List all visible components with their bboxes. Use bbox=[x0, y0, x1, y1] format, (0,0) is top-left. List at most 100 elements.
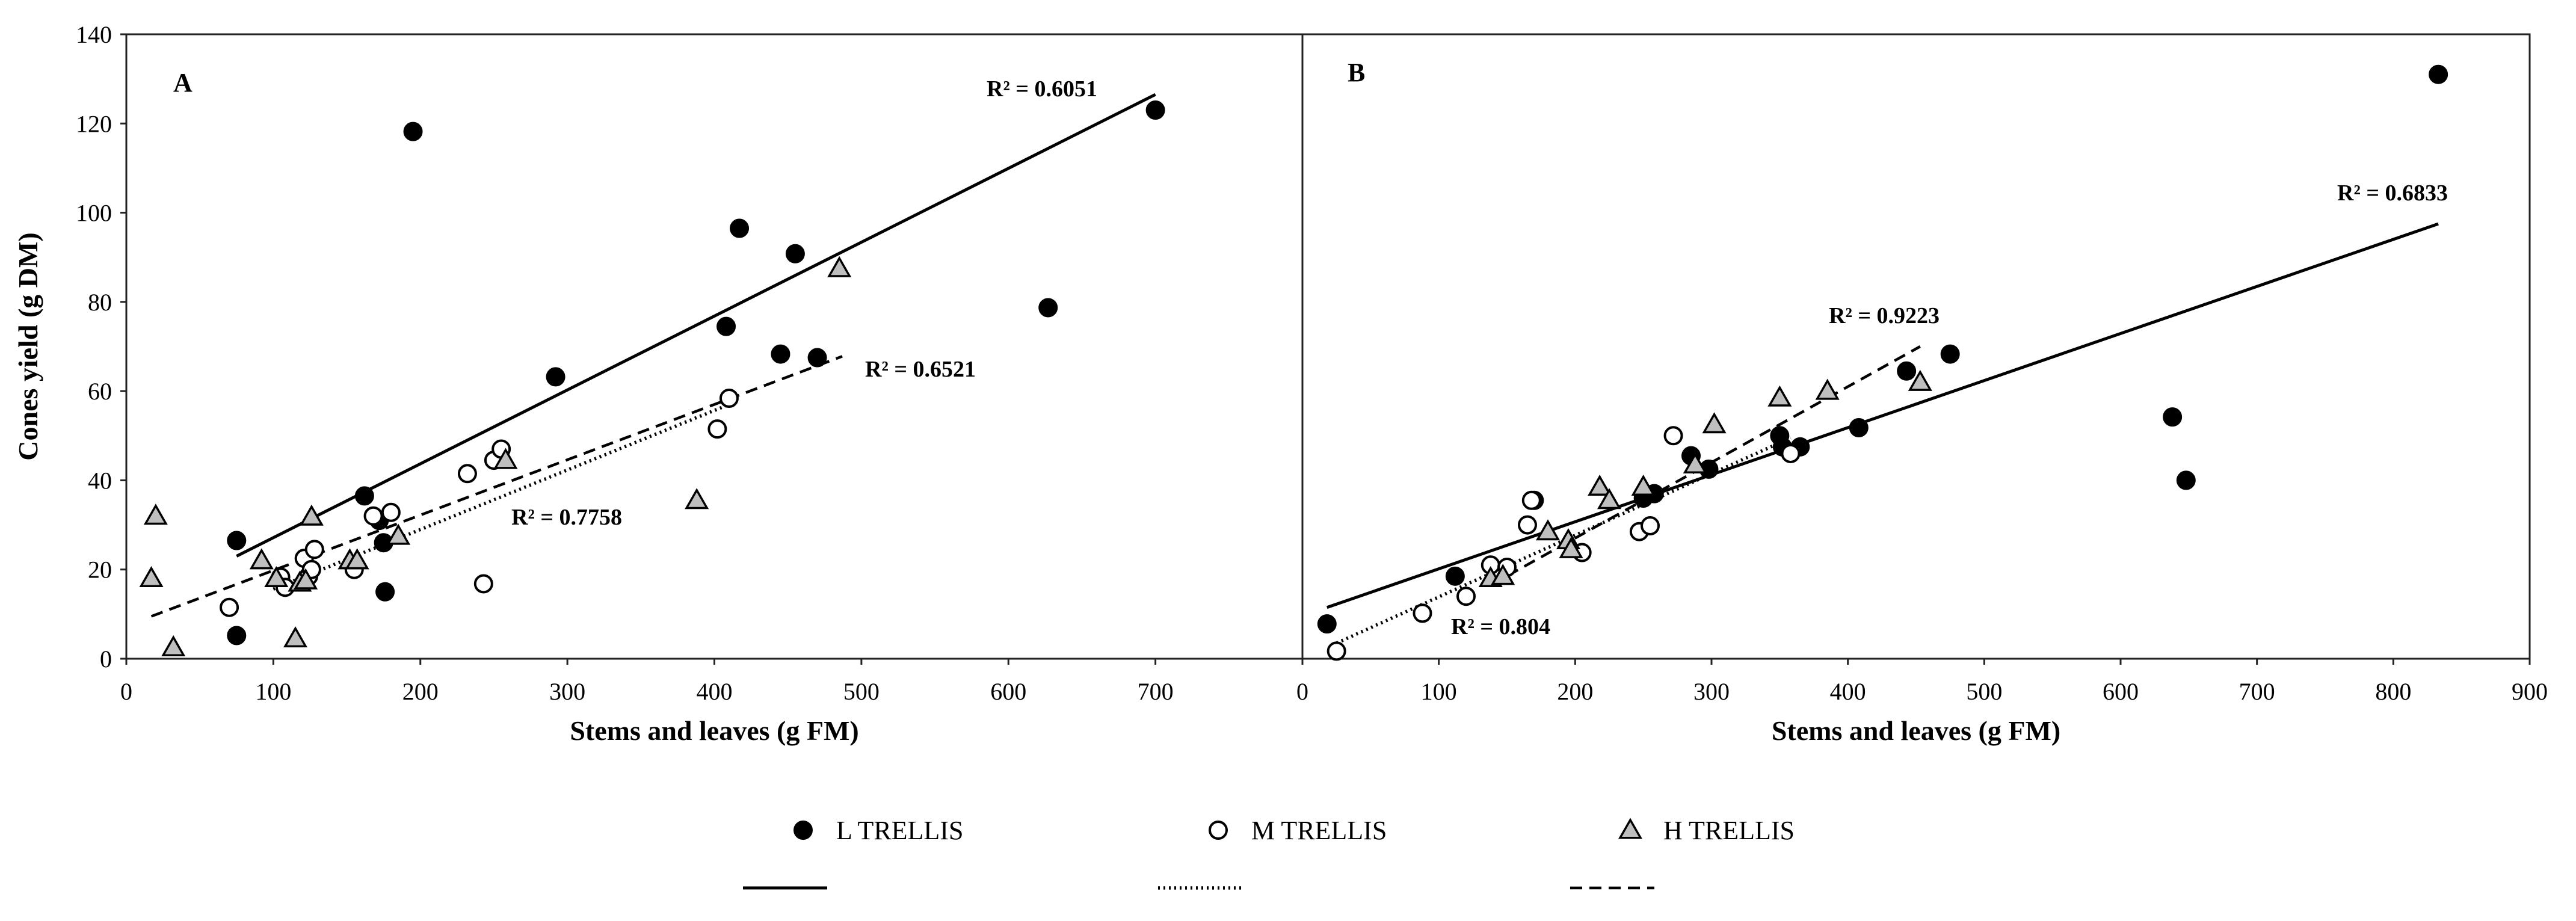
panel-B-point-triangle bbox=[1588, 475, 1612, 496]
panel-A-point-triangle bbox=[294, 568, 318, 590]
panel-B-x-tick-label: 100 bbox=[1421, 678, 1457, 705]
panel-A-point-open-circle bbox=[473, 574, 493, 594]
legend-marker-triangle bbox=[1618, 818, 1643, 839]
panel-A-point-triangle bbox=[264, 566, 289, 588]
panel-B-point-triangle bbox=[1683, 452, 1707, 473]
panel-B-r2-label: R² = 0.804 bbox=[1451, 614, 1550, 639]
panel-A-x-tick-label: 0 bbox=[120, 678, 132, 705]
panel-B-point-filled-circle bbox=[1445, 566, 1465, 586]
panel-B-trendline-filled-circle bbox=[1326, 222, 2439, 609]
legend-marker-filled-circle bbox=[793, 821, 813, 840]
panel-B-point-filled-circle bbox=[2429, 64, 2448, 84]
panel-B-point-filled-circle bbox=[1849, 417, 1869, 437]
panel-A-point-triangle bbox=[386, 523, 411, 545]
panel-A-r2-label: R² = 0.7758 bbox=[511, 505, 622, 530]
panel-A-point-triangle bbox=[283, 626, 308, 648]
panel-B-point-triangle bbox=[1535, 519, 1561, 541]
panel-B-x-axis-title: Stems and leaves (g FM) bbox=[1772, 715, 2060, 746]
panel-A-y-tick-label: 60 bbox=[88, 378, 112, 405]
panel-A-x-tick-label: 700 bbox=[1138, 678, 1174, 705]
panel-A-point-filled-circle bbox=[403, 122, 423, 141]
panel-B-point-open-circle bbox=[1781, 443, 1801, 463]
panel-A-x-tick-label: 100 bbox=[255, 678, 291, 705]
panel-A-point-open-circle bbox=[707, 419, 727, 439]
panel-A-point-open-circle bbox=[381, 502, 401, 522]
panel-A-point-filled-circle bbox=[771, 344, 790, 364]
panel-A-x-tick-label: 300 bbox=[549, 678, 585, 705]
panel-A-y-tick-label: 100 bbox=[76, 200, 112, 227]
panel-A-trendline-triangle bbox=[150, 355, 843, 618]
panel-A-point-filled-circle bbox=[227, 626, 247, 645]
panel-B-point-triangle bbox=[1702, 412, 1727, 434]
panel-A-point-filled-circle bbox=[375, 582, 395, 602]
panel-A-y-tick-label: 80 bbox=[88, 289, 112, 316]
panel-B-x-tick-label: 900 bbox=[2512, 678, 2548, 705]
legend-label: H TRELLIS bbox=[1663, 816, 1795, 845]
panel-A-y-tick-label: 40 bbox=[88, 467, 112, 494]
panel-A-y-tick-label: 0 bbox=[100, 645, 112, 673]
panel-A-point-filled-circle bbox=[1145, 100, 1165, 120]
panel-B-point-open-circle bbox=[1521, 490, 1541, 510]
panel-B-frame bbox=[1301, 33, 2531, 660]
panel-A-y-axis-title: Cones yield (g DM) bbox=[13, 232, 43, 460]
panel-B-point-triangle bbox=[1631, 475, 1656, 496]
panel-A-trendline-open-circle bbox=[273, 402, 730, 591]
panel-A-point-filled-circle bbox=[730, 218, 750, 238]
panel-B-x-tick-label: 800 bbox=[2375, 678, 2411, 705]
panel-B-point-open-circle bbox=[1327, 641, 1346, 661]
panel-B-point-triangle bbox=[1908, 369, 1932, 391]
panel-A-point-triangle bbox=[345, 548, 369, 570]
panel-A-point-open-circle bbox=[719, 389, 739, 408]
panel-B-x-tick-label: 0 bbox=[1296, 678, 1308, 705]
panel-A-trendline-filled-circle bbox=[236, 93, 1156, 558]
panel-B-x-tick-label: 400 bbox=[1830, 678, 1866, 705]
panel-A-point-filled-circle bbox=[785, 244, 805, 263]
panel-B-point-triangle bbox=[1559, 537, 1583, 558]
panel-A-point-triangle bbox=[299, 504, 324, 526]
panel-B-point-triangle bbox=[1767, 385, 1792, 407]
panel-A-y-tick-label: 140 bbox=[76, 21, 112, 48]
panel-A-point-triangle bbox=[139, 566, 164, 588]
legend-label: L TRELLIS bbox=[836, 816, 963, 845]
panel-B-point-filled-circle bbox=[1317, 614, 1337, 634]
panel-A-point-triangle bbox=[493, 448, 518, 469]
panel-B-point-filled-circle bbox=[2176, 470, 2196, 490]
panel-A-label: A bbox=[173, 68, 193, 97]
panel-A-point-filled-circle bbox=[1038, 298, 1058, 318]
panel-A-point-open-circle bbox=[457, 464, 477, 484]
panel-A-point-filled-circle bbox=[546, 367, 565, 387]
panel-A-r2-label: R² = 0.6521 bbox=[865, 357, 976, 382]
panel-A-point-open-circle bbox=[220, 597, 239, 617]
panel-B-x-tick-label: 700 bbox=[2239, 678, 2275, 705]
panel-B-r2-label: R² = 0.9223 bbox=[1829, 303, 1940, 328]
panel-B-point-triangle bbox=[1491, 564, 1515, 585]
panel-B-point-triangle bbox=[1815, 378, 1840, 400]
panel-B-point-filled-circle bbox=[1897, 361, 1917, 381]
panel-B-point-open-circle bbox=[1413, 603, 1432, 623]
panel-B-x-tick-label: 600 bbox=[2103, 678, 2139, 705]
panel-A-point-triangle bbox=[827, 256, 852, 277]
panel-A-r2-label: R² = 0.6051 bbox=[987, 76, 1097, 102]
panel-A-point-open-circle bbox=[304, 540, 324, 559]
panel-B-point-filled-circle bbox=[1940, 344, 1960, 364]
panel-A-x-axis-title: Stems and leaves (g FM) bbox=[570, 715, 858, 746]
panel-A-y-tick-label: 120 bbox=[76, 110, 112, 137]
panel-B-x-tick-label: 300 bbox=[1693, 678, 1730, 705]
panel-A-y-tick-label: 20 bbox=[88, 556, 112, 584]
panel-B-point-open-circle bbox=[1518, 515, 1537, 535]
panel-A-x-tick-label: 400 bbox=[697, 678, 733, 705]
panel-A-point-triangle bbox=[143, 504, 168, 525]
panel-A-x-tick-label: 500 bbox=[843, 678, 880, 705]
panel-A-point-open-circle bbox=[363, 506, 383, 526]
panel-B-label: B bbox=[1348, 58, 1365, 87]
panel-A-point-filled-circle bbox=[716, 316, 736, 336]
panel-A-point-filled-circle bbox=[227, 531, 247, 550]
panel-A-point-triangle bbox=[249, 548, 274, 570]
legend-label: M TRELLIS bbox=[1251, 816, 1387, 845]
panel-B-point-open-circle bbox=[1456, 587, 1476, 606]
panel-B-x-tick-label: 200 bbox=[1557, 678, 1593, 705]
legend-marker-open-circle bbox=[1209, 821, 1228, 840]
panel-B-point-filled-circle bbox=[2163, 407, 2183, 427]
